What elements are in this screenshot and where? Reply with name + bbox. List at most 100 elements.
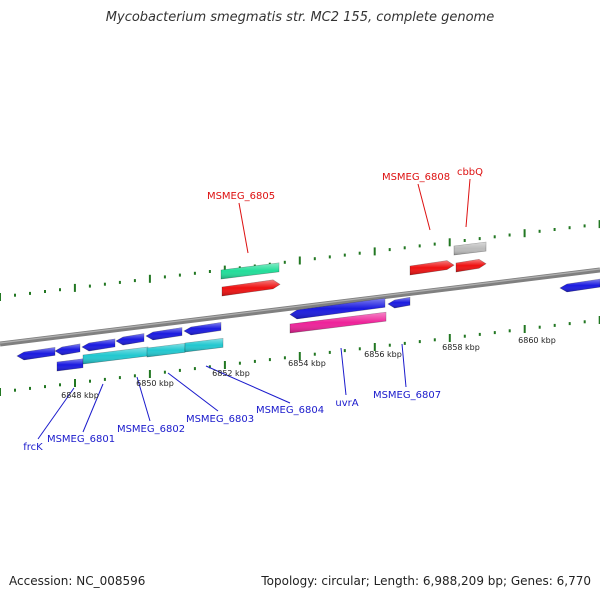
outer-ring-minor-tick — [208, 270, 211, 273]
connector-msmeg-6803 — [167, 372, 219, 412]
outer-ring-minor-tick — [14, 293, 16, 297]
genome-summary-text: Topology: circular; Length: 6,988,209 bp… — [261, 574, 591, 588]
inner-ring-major-tick — [523, 325, 526, 333]
gene-arrow-msmeg-6807-shading — [388, 297, 410, 308]
inner-ring-minor-tick — [433, 338, 436, 342]
outer-ring-minor-tick — [538, 229, 541, 233]
gene-label-frck[interactable]: frcK — [23, 442, 43, 453]
outer-ring-minor-tick — [463, 239, 466, 242]
gene-arrow-msmeg-6805-shading — [222, 279, 280, 296]
outer-ring-minor-tick — [583, 224, 586, 228]
gene-label-cbbq[interactable]: cbbQ — [457, 167, 483, 178]
scale-label-6852: 6852 kbp — [212, 369, 250, 378]
gene-label-msmeg-6808[interactable]: MSMEG_6808 — [382, 172, 450, 183]
gene-box-cyan-1-shading — [83, 346, 148, 364]
outer-ring-minor-tick — [328, 255, 331, 259]
outer-ring-minor-tick — [478, 237, 481, 241]
inner-ring-minor-tick — [343, 349, 346, 353]
inner-ring-minor-tick — [463, 334, 466, 338]
outer-ring-major-tick — [298, 256, 301, 265]
outer-ring-minor-tick — [44, 290, 46, 293]
gene-label-msmeg-6804[interactable]: MSMEG_6804 — [256, 405, 324, 416]
inner-ring-major-tick — [448, 334, 451, 342]
outer-ring-minor-tick — [418, 244, 421, 248]
outer-ring-major-tick — [148, 274, 151, 283]
gene-label-msmeg-6805[interactable]: MSMEG_6805 — [207, 191, 275, 202]
scale-label-6850: 6850 kbp — [136, 379, 174, 388]
gene-label-msmeg-6807[interactable]: MSMEG_6807 — [373, 390, 441, 401]
inner-ring-minor-tick — [89, 379, 91, 383]
gene-box-magenta-shading — [290, 312, 386, 333]
gene-box-cyan-2-shading — [147, 343, 185, 357]
gene-arrow-msmeg-6804-shading — [184, 322, 221, 335]
inner-ring-major-tick — [74, 379, 76, 387]
gene-label-msmeg-6802[interactable]: MSMEG_6802 — [117, 424, 185, 435]
gene-arrow-cbbq-shading — [456, 259, 486, 272]
gene-label-msmeg-6801[interactable]: MSMEG_6801 — [47, 434, 115, 445]
inner-ring-minor-tick — [268, 358, 271, 362]
connector-msmeg-6804 — [205, 365, 291, 404]
outer-ring-minor-tick — [193, 271, 196, 275]
inner-ring-major-tick — [598, 316, 600, 324]
connector-msmeg-6805 — [238, 202, 249, 254]
inner-ring-minor-tick — [14, 388, 16, 392]
gene-label-msmeg-6803[interactable]: MSMEG_6803 — [186, 414, 254, 425]
inner-ring-minor-tick — [29, 386, 31, 390]
inner-ring-minor-tick — [163, 370, 166, 374]
accession-text: Accession: NC_008596 — [9, 574, 146, 588]
outer-ring-minor-tick — [29, 291, 31, 295]
connector-msmeg-6807 — [401, 343, 407, 388]
gene-label-uvra[interactable]: uvrA — [335, 398, 358, 409]
outer-ring-minor-tick — [283, 260, 286, 264]
inner-ring-major-tick — [148, 370, 151, 378]
inner-ring-minor-tick — [508, 329, 511, 333]
outer-ring-minor-tick — [493, 235, 496, 239]
inner-ring-major-tick — [298, 352, 301, 360]
inner-ring-minor-tick — [178, 368, 181, 372]
inner-ring-minor-tick — [44, 385, 46, 389]
inner-ring-minor-tick — [403, 341, 406, 345]
connector-msmeg-6808 — [417, 183, 431, 231]
inner-ring-minor-tick — [538, 325, 541, 329]
inner-scale-ring — [0, 316, 600, 396]
scale-label-6860: 6860 kbp — [518, 336, 556, 345]
outer-ring-minor-tick — [59, 288, 61, 292]
outer-ring-major-tick — [0, 293, 1, 301]
inner-ring-minor-tick — [59, 383, 61, 387]
outer-ring-minor-tick — [88, 284, 91, 288]
gene-arrow-frck-shading — [17, 347, 55, 360]
outer-ring-minor-tick — [508, 233, 511, 237]
gene-arrow-far-right-shading — [560, 279, 600, 292]
inner-ring-minor-tick — [568, 322, 571, 326]
genome-backbone — [0, 267, 600, 347]
outer-ring-minor-tick — [403, 246, 406, 250]
inner-ring-minor-tick — [193, 367, 196, 371]
scale-label-6856: 6856 kbp — [364, 350, 402, 359]
gene-arrow-msmeg-6801-b-shading — [82, 338, 115, 351]
inner-ring-minor-tick — [118, 376, 121, 380]
connector-msmeg-6801 — [82, 383, 104, 433]
inner-ring-major-tick — [373, 343, 376, 351]
gene-arrow-msmeg-6808-shading — [410, 260, 454, 275]
inner-ring-minor-tick — [478, 332, 481, 336]
outer-ring-major-tick — [448, 238, 451, 247]
gene-arrow-uvra-shading — [290, 298, 385, 319]
map-title: Mycobacterium smegmatis str. MC2 155, co… — [105, 10, 495, 25]
inner-ring-minor-tick — [493, 331, 496, 335]
outer-ring-minor-tick — [433, 242, 436, 246]
outer-ring-minor-tick — [133, 279, 136, 283]
gene-arrow-msmeg-6802-shading — [116, 333, 144, 345]
inner-ring-minor-tick — [283, 356, 286, 360]
outer-ring-minor-tick — [553, 228, 556, 231]
gene-arrow-msmeg-6803-shading — [146, 327, 182, 340]
outer-ring-minor-tick — [163, 275, 166, 279]
scale-label-6858: 6858 kbp — [442, 343, 480, 352]
outer-ring-minor-tick — [358, 251, 361, 255]
inner-ring-minor-tick — [238, 361, 241, 365]
connector-msmeg-6802 — [136, 376, 151, 422]
inner-ring-minor-tick — [133, 374, 136, 378]
inner-ring-minor-tick — [313, 352, 316, 356]
outer-ring-major-tick — [598, 220, 600, 229]
inner-ring-minor-tick — [328, 350, 331, 354]
